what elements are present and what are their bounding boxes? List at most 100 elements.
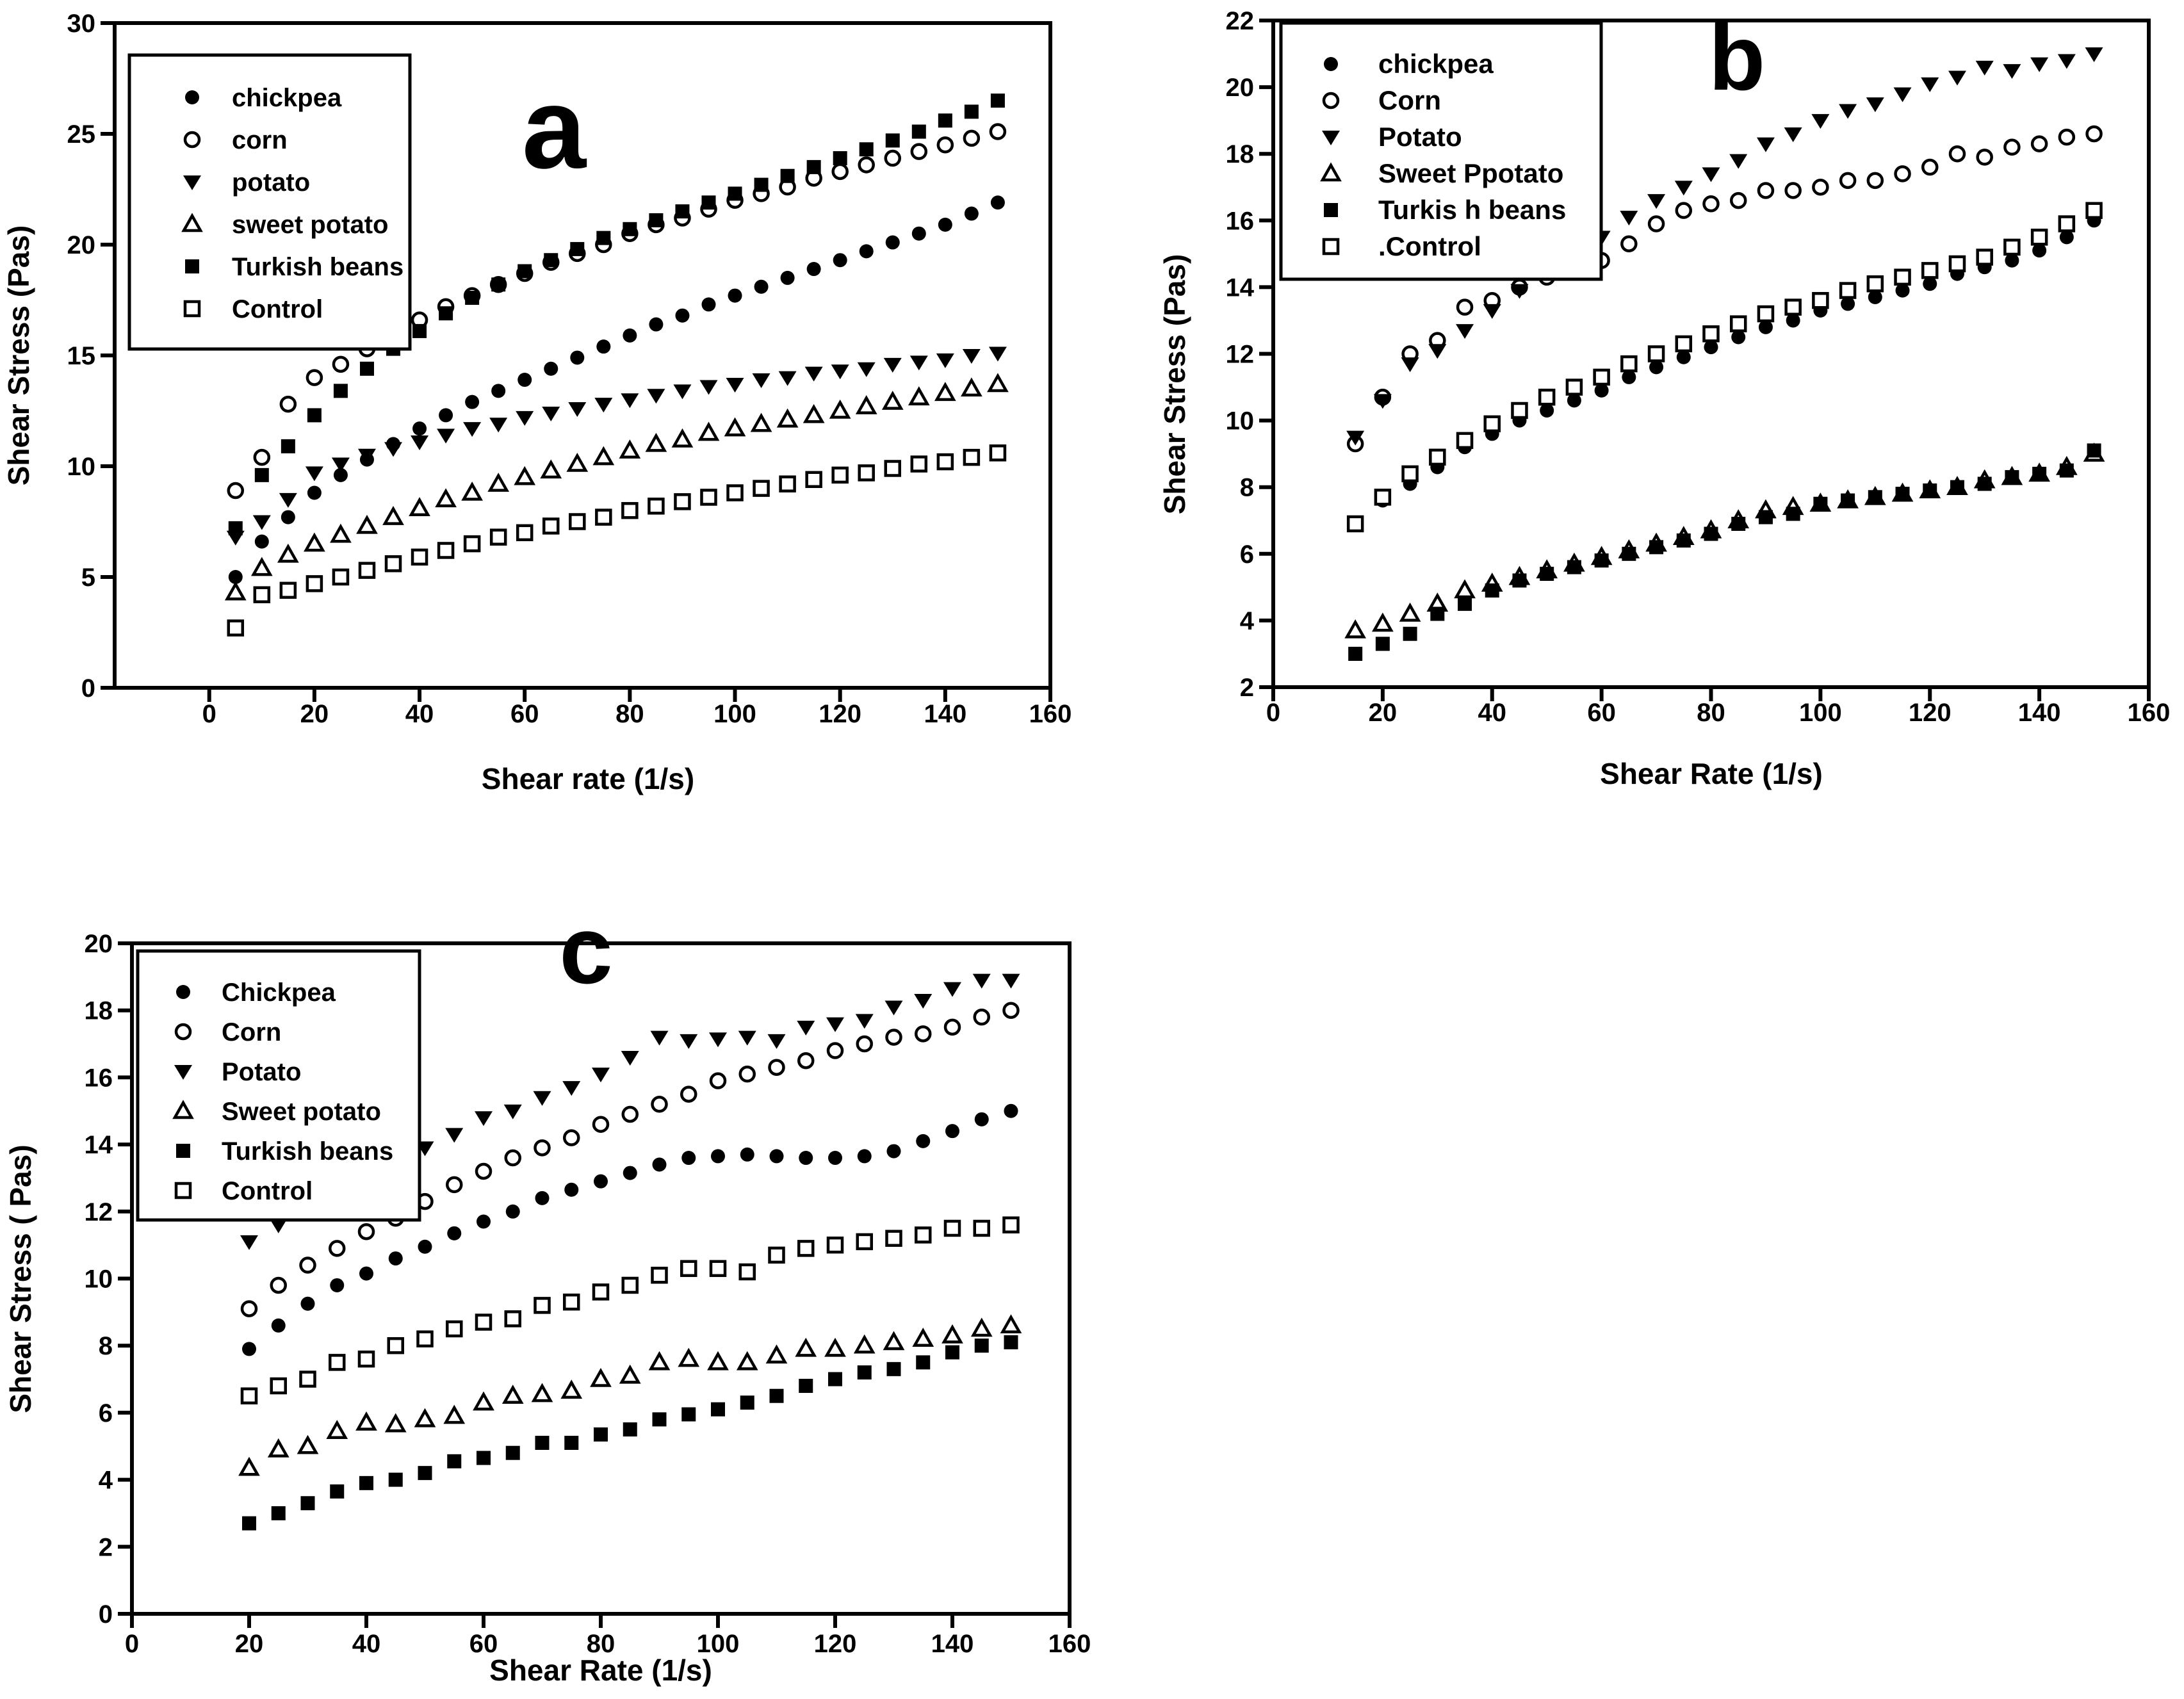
x-tick-label: 80: [587, 1630, 615, 1658]
y-tick-label: 10: [85, 1265, 113, 1294]
data-point-turkish-beans: [570, 241, 585, 256]
legend-marker-potato: [174, 1065, 192, 1080]
data-point-corn: [329, 1240, 346, 1257]
data-point-turkish-beans: [1704, 526, 1718, 541]
data-point-corn: [1647, 215, 1665, 232]
data-point-chickpea: [1004, 1103, 1018, 1118]
panel-c: 0 20 40 60 80 100 120 140 160 0 2 4 6 8 10 12 14 16 18 20 Ch…: [85, 930, 1091, 1658]
data-point-chickpea: [681, 1151, 696, 1166]
legend-item-control: Control: [174, 1177, 313, 1205]
data-point-control: [253, 586, 271, 603]
data-point-sweet-potato: [473, 1391, 494, 1411]
data-point-potato: [542, 406, 560, 421]
data-point-potato: [1483, 304, 1501, 319]
legend-marker-corn: [183, 131, 201, 149]
data-point-potato: [797, 1020, 815, 1036]
data-point-turkish-beans: [2087, 443, 2101, 458]
legend-item-turkish-beans: Turkish beans: [176, 1137, 393, 1166]
data-point-control: [1675, 335, 1693, 353]
data-point-sweet-potato: [531, 1383, 553, 1402]
data-point-control: [709, 1260, 727, 1278]
data-point-control: [1702, 325, 1720, 343]
data-point-corn: [1675, 202, 1693, 219]
data-point-potato: [650, 1030, 669, 1046]
legend-b: chickpea Corn Potato Sweet Ppotato Turkis h…: [1279, 21, 1603, 281]
data-point-potato: [463, 422, 482, 437]
data-point-sweet-potato: [501, 1385, 524, 1404]
data-point-control: [738, 1263, 756, 1281]
data-point-sweet-potato: [435, 488, 457, 508]
data-point-control: [227, 619, 245, 637]
data-point-corn: [253, 448, 271, 466]
panel-a: 0 20 40 60 80 100 120 140 160 0 5 10 15 20 25 30 chickpe…: [67, 10, 1072, 728]
x-tick-label: 40: [352, 1630, 381, 1658]
data-point-chickpea: [769, 1149, 784, 1164]
data-point-potato: [1784, 127, 1802, 142]
data-point-chickpea: [330, 1278, 345, 1292]
data-point-control: [1346, 515, 1364, 533]
data-point-turkish-beans: [754, 177, 769, 192]
data-point-control: [306, 575, 323, 592]
data-point-corn: [446, 1176, 463, 1194]
x-tick-label: 120: [819, 700, 861, 728]
data-point-sweet-potato: [355, 1411, 377, 1431]
data-point-potato: [831, 364, 849, 380]
data-point-control: [270, 1377, 287, 1395]
data-point-corn: [1002, 1002, 1020, 1019]
data-point-potato: [767, 1034, 786, 1049]
x-tick-label: 20: [300, 700, 329, 728]
legend-marker-turkish-beans: [1324, 203, 1338, 217]
data-point-sweet-potato: [1372, 612, 1394, 632]
data-point-sweet-potato: [987, 373, 1009, 393]
data-point-chickpea: [859, 244, 874, 259]
data-point-control: [1593, 368, 1610, 386]
data-point-corn: [621, 1105, 639, 1123]
data-point-potato: [384, 442, 403, 457]
data-point-turkish-beans: [359, 361, 374, 376]
data-point-chickpea: [911, 226, 926, 241]
data-point-turkish-beans: [254, 467, 269, 482]
data-point-corn: [475, 1162, 493, 1180]
data-point-corn: [738, 1065, 756, 1083]
data-point-chickpea: [596, 339, 611, 354]
data-point-potato: [1811, 114, 1830, 129]
data-point-control: [915, 1226, 932, 1244]
data-point-control: [463, 535, 481, 553]
data-point-corn: [1729, 191, 1747, 209]
y-tick-label: 10: [67, 453, 96, 481]
data-point-turkish-beans: [859, 142, 874, 157]
data-point-turkish-beans: [544, 253, 558, 268]
data-point-corn: [1921, 158, 1939, 176]
data-point-turkish-beans: [1622, 546, 1636, 561]
data-point-sweet-potato: [277, 543, 299, 563]
data-point-corn: [2058, 128, 2076, 146]
data-point-potato: [1702, 167, 1720, 183]
data-point-sweet-potato: [961, 377, 982, 397]
series-corn-c: [240, 1002, 1020, 1317]
data-point-corn: [357, 1223, 375, 1240]
data-point-potato: [1893, 87, 1912, 102]
legend-item-corn: Corn: [174, 1018, 281, 1046]
y-tick-label: 20: [1226, 74, 1255, 102]
data-point-sweet-potato: [1344, 619, 1367, 638]
data-point-corn: [563, 1129, 580, 1146]
y-tick-label: 12: [1226, 341, 1255, 369]
data-point-sweet-potato: [443, 1404, 466, 1424]
data-point-chickpea: [623, 1166, 637, 1180]
legend-item-turkish-beans: Turkish beans: [185, 253, 403, 281]
data-point-potato: [752, 373, 770, 389]
data-point-sweet-potato: [540, 459, 562, 479]
data-point-corn: [651, 1096, 668, 1113]
data-point-turkish-beans: [1485, 583, 1499, 598]
data-point-potato: [279, 492, 297, 508]
data-point-potato: [533, 1091, 551, 1106]
y-tick-label: 18: [1226, 140, 1255, 168]
data-point-turkish-beans: [711, 1402, 725, 1417]
data-point-corn: [989, 123, 1007, 140]
data-point-sweet-potato: [678, 1347, 700, 1367]
legend-marker-turkish-beans: [176, 1144, 190, 1158]
data-point-control: [569, 513, 586, 530]
data-point-sweet-potato: [1399, 602, 1421, 622]
data-point-chickpea: [447, 1226, 462, 1240]
data-point-turkish-beans: [1512, 573, 1527, 588]
